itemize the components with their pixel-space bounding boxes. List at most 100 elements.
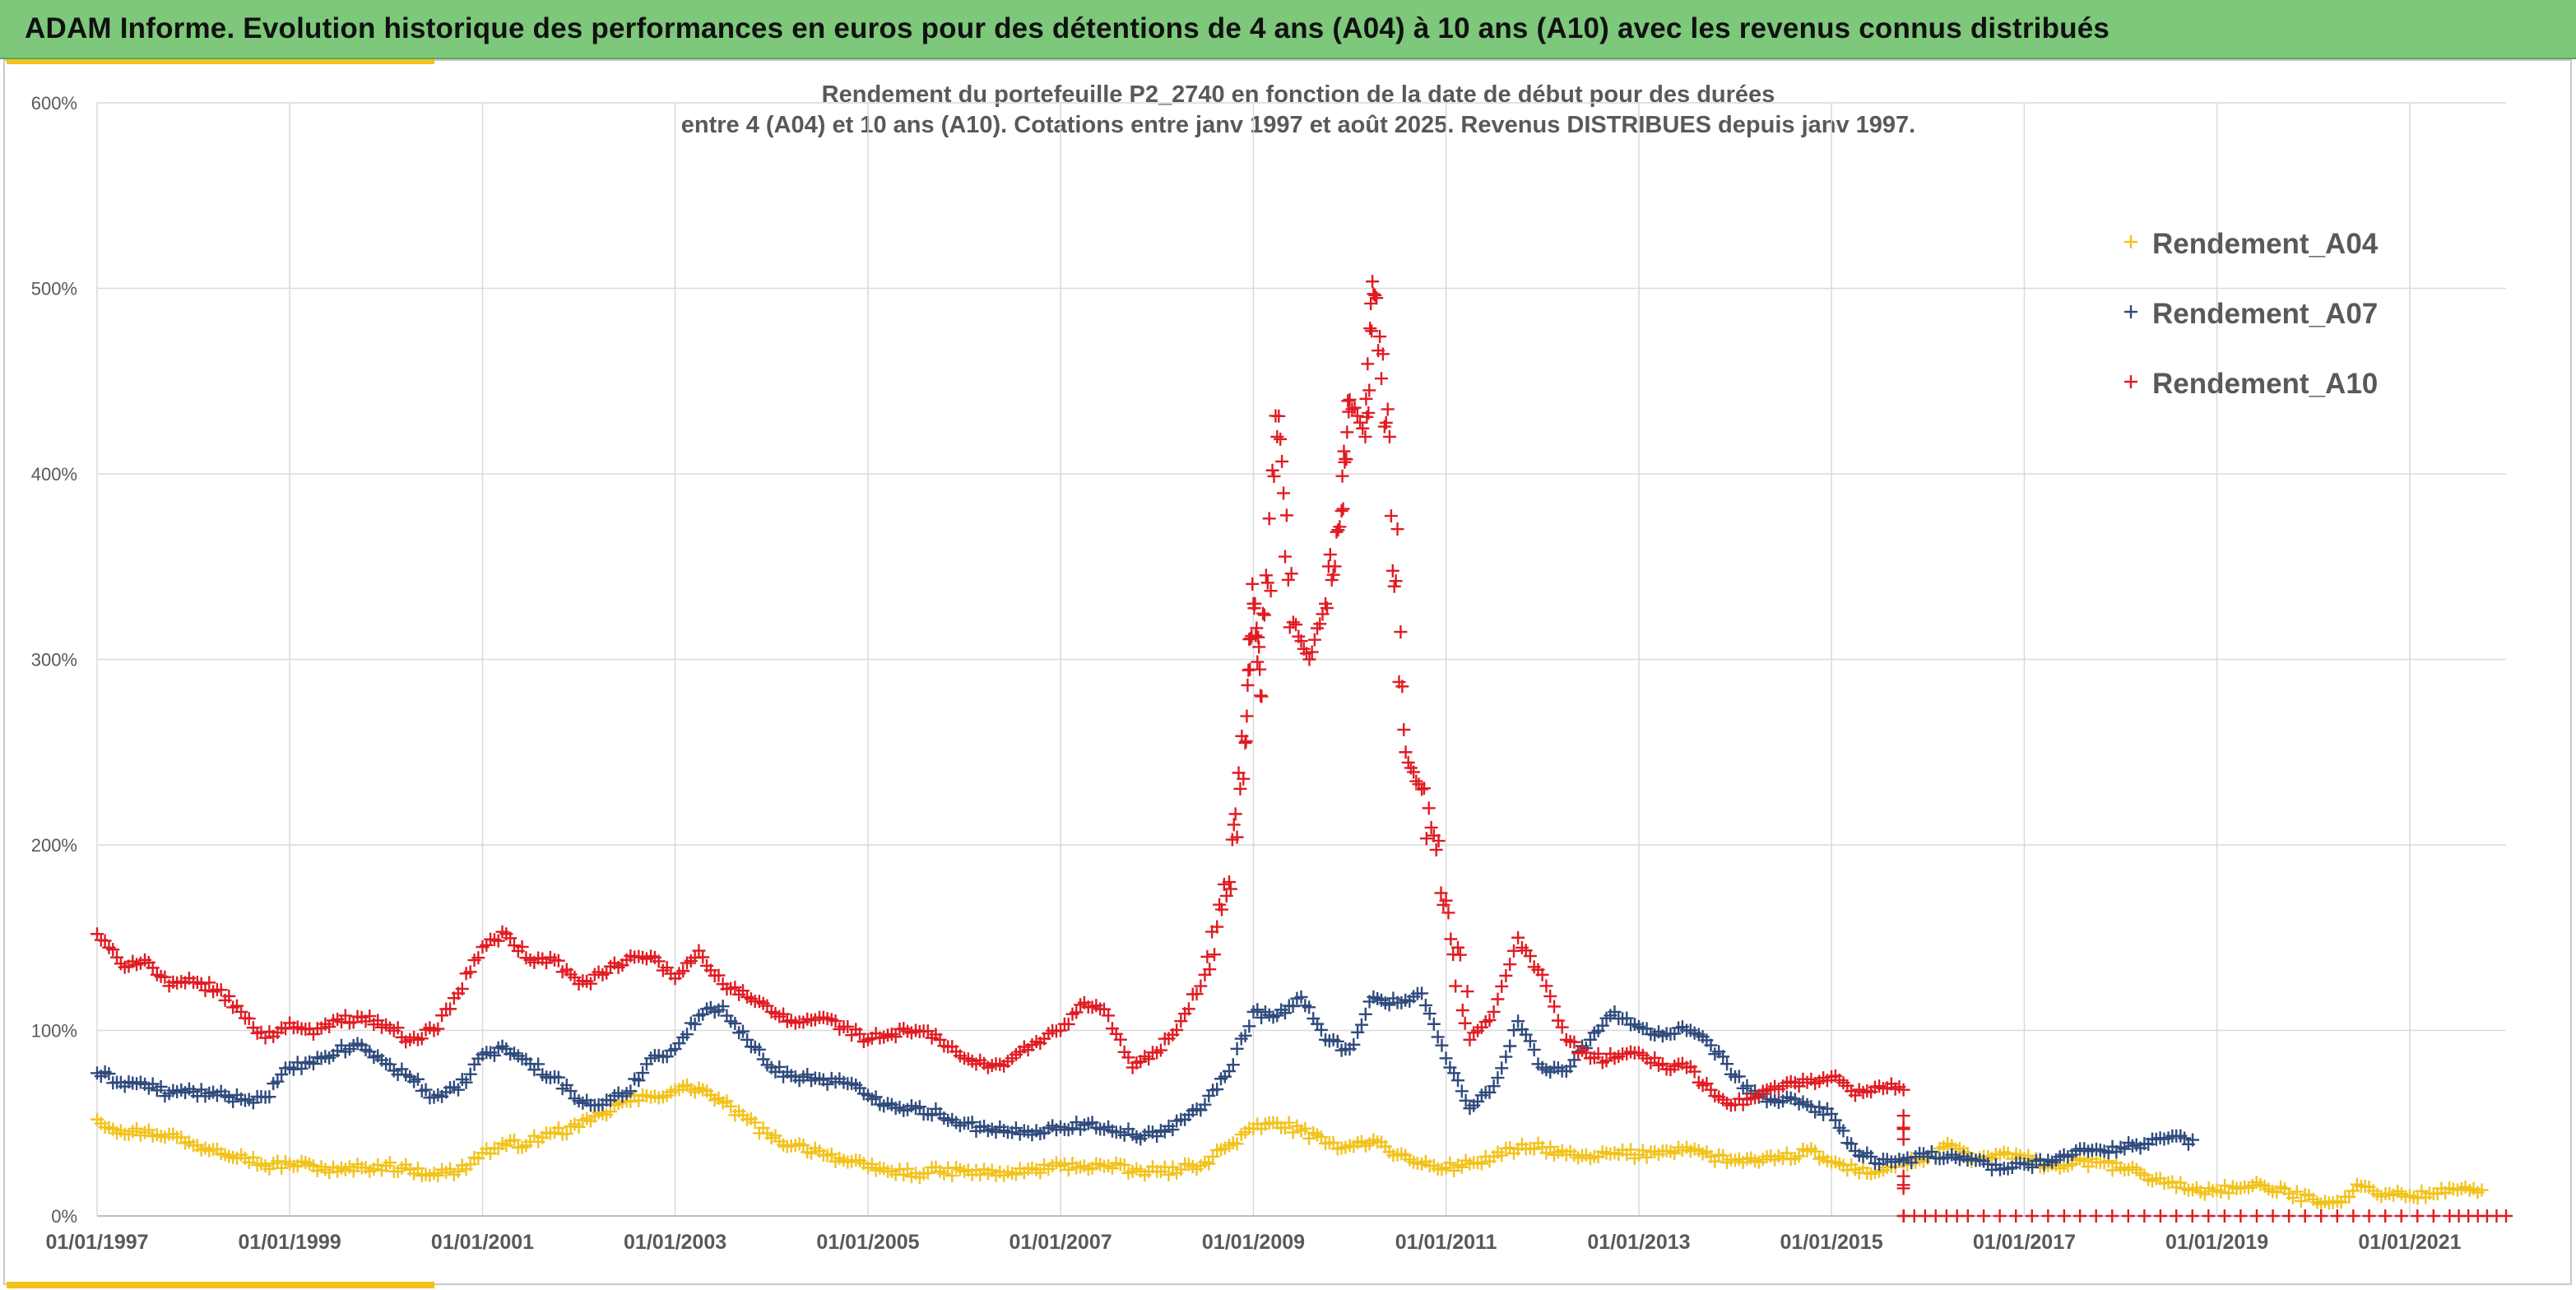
data-point-fill (2105, 1163, 2119, 1177)
data-point (1358, 429, 1372, 443)
data-point (1439, 1051, 1453, 1065)
data-point (451, 1083, 465, 1097)
x-tick-label: 01/01/2019 (2165, 1231, 2268, 1254)
data-point-fill (1375, 372, 1389, 386)
data-point-fill (1162, 1167, 1176, 1181)
data-point-fill (271, 1074, 285, 1088)
data-point-fill (471, 951, 485, 965)
chart-title-line-1: Rendement du portefeuille P2_2740 en fon… (822, 81, 1775, 108)
accent-bar-top (7, 59, 434, 64)
data-point-fill (411, 1162, 425, 1176)
data-point-fill (130, 1121, 144, 1135)
data-point-fill (1210, 1083, 1224, 1097)
data-point-fill (1230, 1137, 1244, 1151)
data-point-fill (1223, 882, 1237, 896)
data-point-fill (415, 1032, 429, 1046)
data-point (716, 1000, 730, 1014)
data-point-fill (2394, 1209, 2408, 1223)
data-point (1961, 1209, 1975, 1223)
x-tick-label: 01/01/2009 (1202, 1231, 1305, 1254)
data-point-fill (728, 1016, 742, 1030)
data-point-fill (1896, 1181, 1910, 1195)
data-point (1439, 893, 1453, 907)
data-point-fill (1499, 1050, 1513, 1064)
data-point-fill (1687, 1065, 1701, 1079)
data-point (1302, 652, 1316, 666)
data-point-fill (1233, 782, 1247, 796)
y-tick-label: 500% (31, 279, 77, 299)
data-point-fill (1567, 1035, 1581, 1049)
data-point-fill (2105, 1209, 2119, 1223)
data-point (2475, 1183, 2489, 1197)
data-point-fill (443, 1002, 457, 1016)
data-point-fill (1896, 1121, 1910, 1135)
data-point-fill (1624, 1143, 1638, 1157)
data-point-fill (2218, 1178, 2232, 1192)
data-point-fill (773, 1060, 787, 1074)
data-point-fill (2234, 1209, 2248, 1223)
data-point-fill (1418, 998, 1432, 1012)
data-point-fill (1070, 1116, 1084, 1130)
data-point-fill (391, 1021, 405, 1035)
data-point-fill (1716, 1148, 1730, 1162)
data-point-fill (1499, 969, 1513, 983)
data-point-fill (1348, 401, 1362, 415)
data-point-fill (363, 1009, 377, 1023)
data-point-fill (2170, 1209, 2184, 1223)
data-point-fill (1389, 574, 1403, 588)
data-point-fill (2362, 1209, 2376, 1223)
data-point-fill (1506, 944, 1520, 958)
data-point (2249, 1209, 2263, 1223)
data-point-fill (1422, 801, 1436, 815)
legend-label: Rendement_A10 (2152, 368, 2378, 400)
data-point (572, 1120, 586, 1134)
data-point-fill (1202, 1157, 1216, 1171)
data-point-fill (1320, 601, 1334, 615)
x-tick-label: 01/01/2013 (1587, 1231, 1690, 1254)
data-point-fill (1740, 1079, 1754, 1093)
accent-bar-bottom (7, 1282, 434, 1288)
data-point-fill (1864, 1149, 1878, 1163)
data-point-fill (1259, 568, 1273, 582)
data-point-fill (1732, 1070, 1746, 1084)
data-point-fill (1792, 1149, 1806, 1163)
data-point-fill (146, 961, 160, 975)
data-point-fill (1278, 1006, 1292, 1020)
data-point-fill (383, 1156, 397, 1170)
data-point-fill (2073, 1209, 2087, 1223)
data-point-fill (1543, 1140, 1557, 1154)
x-tick-label: 01/01/2017 (1973, 1231, 2076, 1254)
data-point-fill (1523, 949, 1537, 963)
data-point (1896, 1083, 1910, 1097)
data-point-fill (431, 1022, 445, 1036)
data-point-fill (1313, 617, 1327, 631)
data-point-fill (796, 1139, 810, 1153)
data-point (1222, 875, 1236, 889)
data-point-fill (1427, 1017, 1441, 1031)
data-point-fill (1277, 486, 1291, 500)
data-point-fill (1350, 409, 1364, 423)
data-point (2499, 1209, 2513, 1223)
data-point-fill (1527, 1042, 1541, 1056)
data-point-fill (1362, 383, 1376, 397)
legend-item-Rendement_A04: Rendement_A04 (2124, 228, 2379, 260)
legend-label: Rendement_A07 (2152, 298, 2378, 330)
data-point-fill (921, 1024, 935, 1038)
data-point-fill (1397, 722, 1411, 736)
data-point-fill (712, 968, 726, 982)
data-point-fill (504, 931, 518, 945)
data-point-fill (1282, 1116, 1296, 1130)
data-point-fill (1190, 987, 1204, 1001)
data-point-fill (2314, 1209, 2328, 1223)
data-point-fill (1331, 523, 1345, 537)
data-point-fill (1358, 1007, 1372, 1021)
data-point-fill (1459, 1093, 1473, 1107)
data-point-fill (1170, 1023, 1184, 1037)
data-point-fill (748, 1116, 762, 1130)
data-point-fill (1548, 1000, 1562, 1014)
data-point-fill (688, 1017, 702, 1031)
data-point-fill (1845, 1137, 1859, 1151)
data-point-fill (696, 950, 710, 964)
data-point-fill (1262, 512, 1276, 526)
data-point-fill (1336, 502, 1350, 516)
